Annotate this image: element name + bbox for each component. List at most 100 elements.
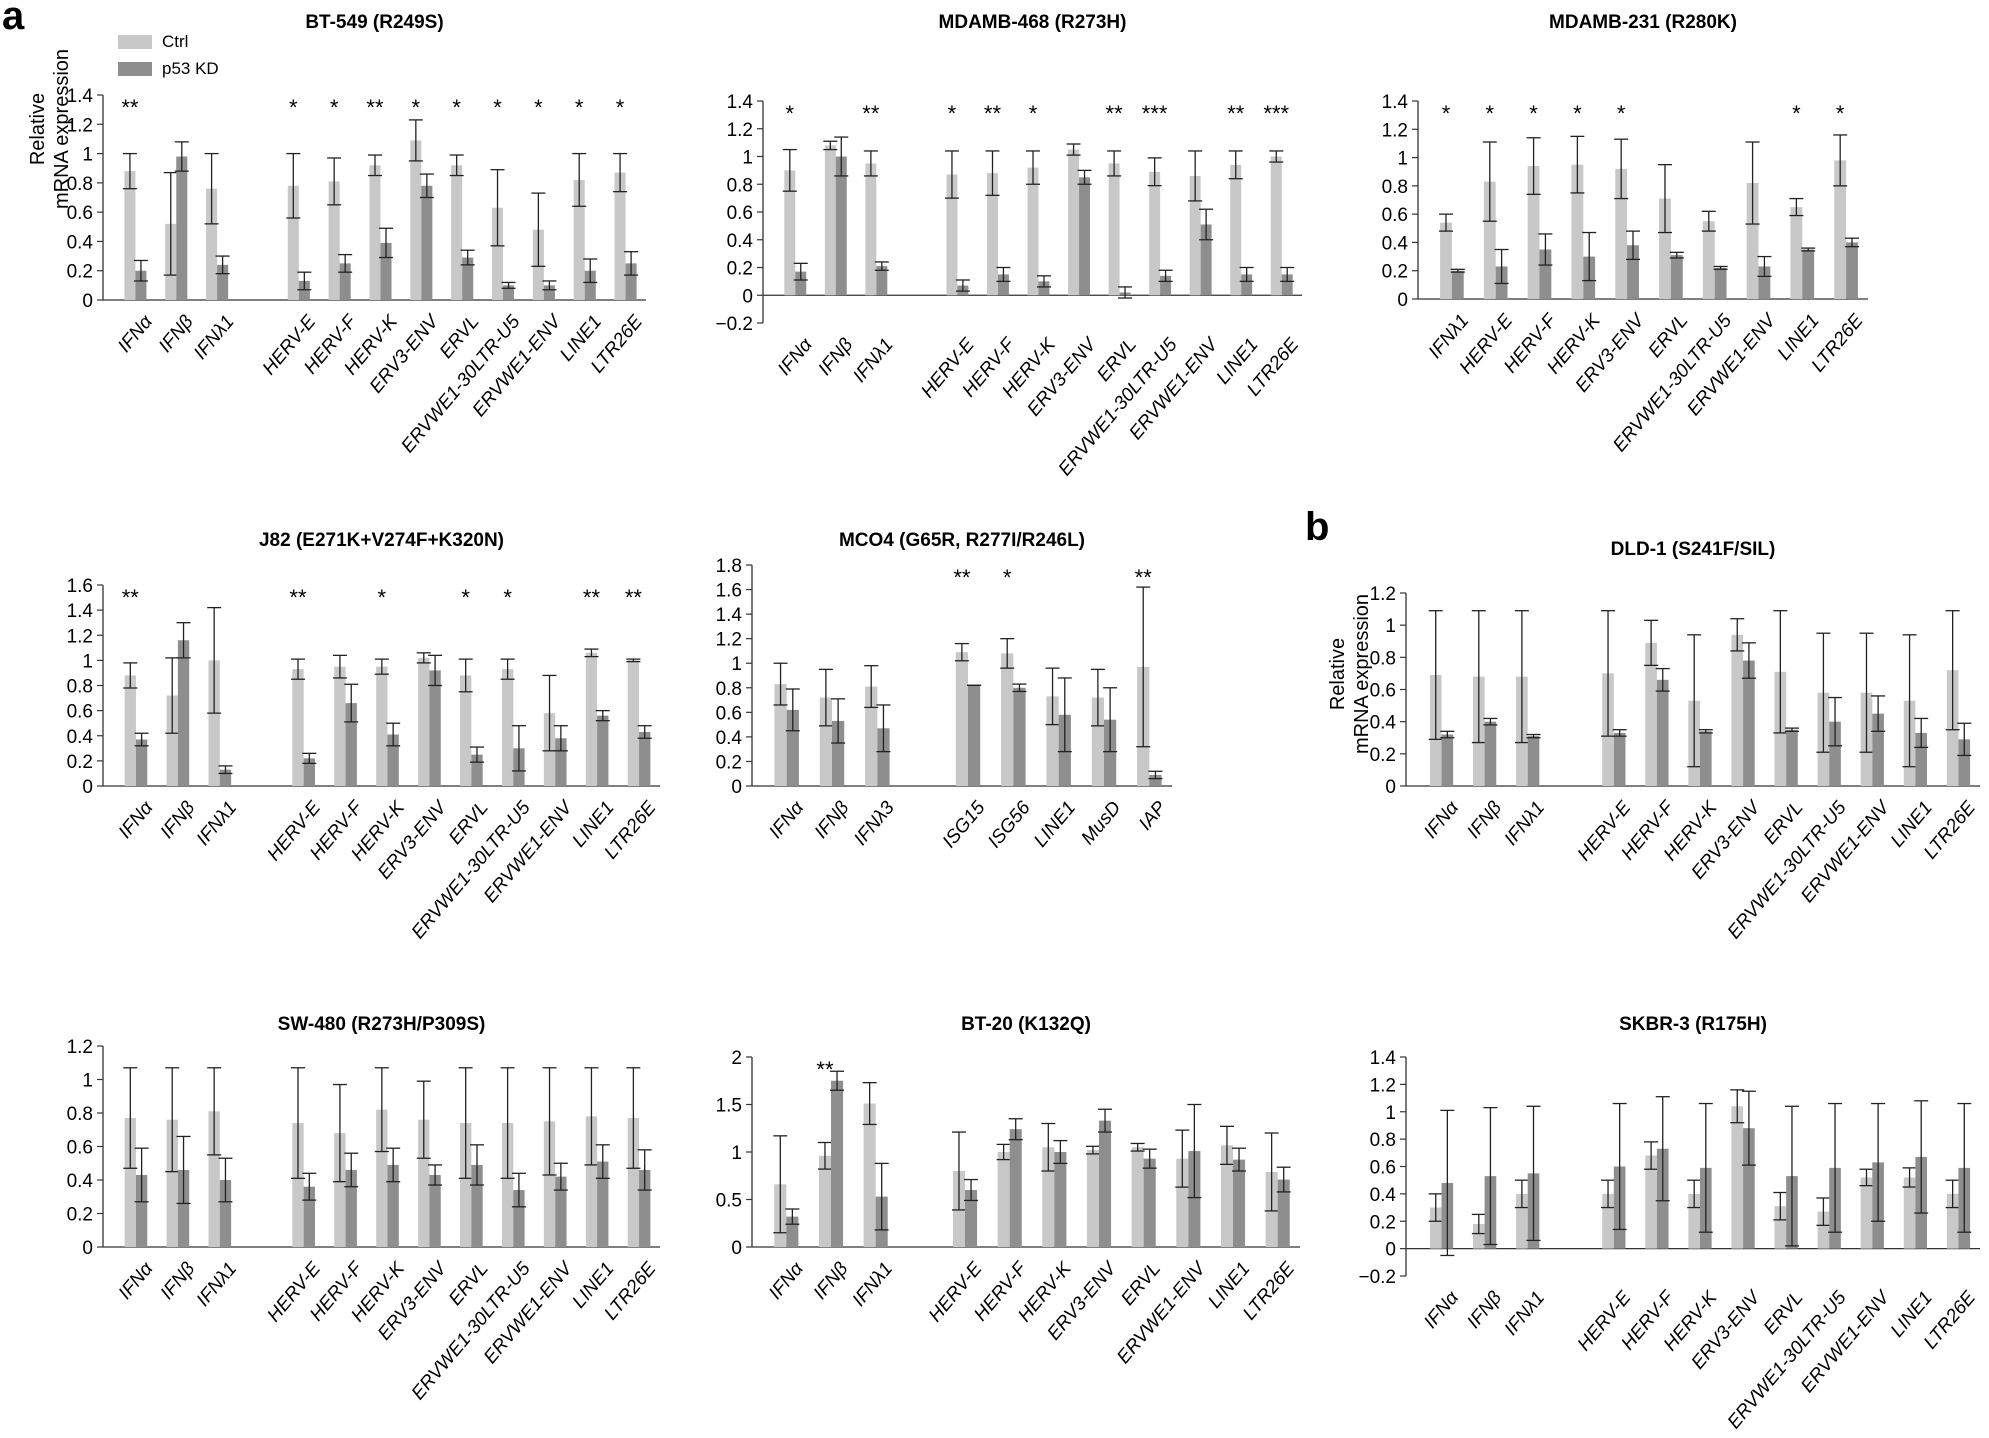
bar-p53kd-ifn <box>135 1174 148 1247</box>
y-tick-label: 1 <box>1385 1103 1396 1124</box>
legend-item-ctrl: Ctrl <box>118 28 219 55</box>
bar-p53kd-ltr26e <box>1958 739 1971 786</box>
bar-ctrl-herv-k <box>376 1109 388 1247</box>
significance-mark: * <box>1003 565 1012 590</box>
bar-ctrl-ervwe1-env <box>1860 1177 1873 1249</box>
legend-label-p53kd: p53 KD <box>162 58 219 78</box>
bar-p53kd-line1 <box>1802 249 1815 299</box>
bar-p53kd-ifn-1 <box>217 264 229 300</box>
y-tick-label: 0.6 <box>727 203 753 224</box>
y-tick-label: 0 <box>1385 1240 1396 1261</box>
chart-title: MCO4 (G65R, R277I/R246L) <box>839 530 1085 551</box>
bar-p53kd-herv-k <box>387 1164 399 1247</box>
significance-mark: * <box>786 101 795 126</box>
bar-p53kd-ifn-1 <box>1451 270 1464 299</box>
bar-p53kd-erv3-env <box>429 670 441 786</box>
bar-ctrl-line1 <box>1790 207 1803 299</box>
bar-ctrl-herv-e <box>292 669 304 786</box>
bar-ctrl-ervwe1-30ltr-u5 <box>1149 171 1161 296</box>
y-tick-label: 0.8 <box>1370 648 1396 669</box>
bar-ctrl-ervwe1-env <box>1176 1158 1189 1247</box>
bar-p53kd-erv3-env <box>421 185 433 300</box>
y-tick-label: 0.6 <box>67 702 93 723</box>
bar-ctrl-ervl <box>451 165 463 300</box>
bar-ctrl-erv3-env <box>410 140 422 300</box>
y-tick-label: 0.2 <box>67 262 93 283</box>
bar-p53kd-line1 <box>1233 1159 1246 1247</box>
chart-mdamb-231-r280k: MDAMB-231 (R280K)00.20.40.60.811.21.4 *IF… <box>1382 12 1868 456</box>
y-tick-label: 1.2 <box>716 630 742 651</box>
bar-p53kd-ervwe1-30ltr-u5 <box>1714 267 1727 299</box>
significance-mark: * <box>575 95 584 120</box>
bar-ctrl-ervl <box>460 675 472 786</box>
bar-p53kd-ifn <box>795 271 807 296</box>
y-tick-label: 1 <box>1385 616 1396 637</box>
bar-p53kd-ervwe1-env <box>555 1176 567 1247</box>
y-tick-label: 0.6 <box>67 203 93 224</box>
bar-p53kd-ervwe1-30ltr-u5 <box>1829 721 1841 786</box>
significance-mark: * <box>493 95 502 120</box>
significance-mark: * <box>378 585 387 610</box>
bar-p53kd-herv-e <box>303 758 315 786</box>
significance-mark: ** <box>122 585 140 610</box>
bar-p53kd-line1 <box>584 270 596 300</box>
bar-ctrl-ltr26e <box>1270 156 1282 296</box>
y-tick-label: 0 <box>82 777 93 798</box>
bar-ctrl-ifn <box>784 170 796 296</box>
bar-p53kd-ervl <box>1143 1158 1156 1247</box>
y-tick-label: 1.2 <box>727 120 753 141</box>
x-tick-label-ifn: IFNβ <box>811 797 854 842</box>
bar-ctrl-ervl <box>1131 1147 1144 1247</box>
y-tick-label: 2 <box>731 1048 742 1069</box>
y-tick-label: 0.8 <box>727 175 753 196</box>
bar-ctrl-erv3-env <box>1615 168 1628 299</box>
chart-mdamb-468-r273h: MDAMB-468 (R273H) −0.2 0 0.2 0.4 0.6 0.8 1 1.2 1.… <box>715 12 1303 480</box>
y-tick-label: 0.4 <box>1370 1185 1397 1206</box>
bar-ctrl-herv-f <box>1645 642 1657 786</box>
x-tick-label-iap: IAP <box>1135 797 1171 834</box>
significance-mark: * <box>1836 101 1845 126</box>
bar-p53kd-herv-f <box>1656 679 1669 786</box>
significance-mark: * <box>452 95 461 120</box>
y-tick-label: 0.6 <box>1370 681 1396 702</box>
bar-ctrl-ifn <box>1472 1223 1485 1249</box>
bar-p53kd-ifn-1 <box>219 769 232 786</box>
significance-mark: * <box>1529 101 1538 126</box>
significance-mark: * <box>616 95 625 120</box>
chart-dld-1-s241f-sil: DLD-1 (S241F/SIL) 0 0.2 0.4 0.6 0.8 1 1.2 IFNα IF… <box>1370 539 1981 943</box>
legend-item-p53kd: p53 KD <box>118 55 219 82</box>
y-tick-label: 0.8 <box>67 677 93 698</box>
bar-p53kd-herv-e <box>303 1186 315 1247</box>
y-tick-label: 1.5 <box>716 1096 742 1117</box>
bar-p53kd-iap <box>1149 774 1162 786</box>
x-tick-label-isg56: ISG56 <box>984 797 1035 852</box>
x-tick-label-ifn: IFNα <box>115 797 158 843</box>
bar-p53kd-herv-e <box>298 280 310 300</box>
bar-ctrl-herv-k <box>1042 1147 1055 1247</box>
x-tick-label-ifn-1: IFNλ1 <box>193 797 242 849</box>
y-tick-label: 0.2 <box>1382 262 1408 283</box>
bar-ctrl-herv-f <box>334 1133 346 1247</box>
significance-mark: * <box>1617 101 1626 126</box>
bar-p53kd-herv-e <box>965 1190 978 1247</box>
y-tick-label: 0.2 <box>716 752 742 773</box>
y-tick-label: 1 <box>742 148 753 169</box>
y-tick-label: −0.2 <box>1358 1267 1396 1288</box>
y-tick-label: 1.4 <box>67 86 94 107</box>
bar-p53kd-herv-k <box>380 242 392 300</box>
bar-ctrl-ervl <box>1659 198 1671 299</box>
significance-mark: ** <box>816 1057 834 1082</box>
y-tick-label: 0.2 <box>1370 1212 1396 1233</box>
x-tick-label-ifn: IFNα <box>115 1258 158 1304</box>
bar-ctrl-erv3-env <box>1068 149 1080 296</box>
y-tick-label: 0 <box>82 291 93 312</box>
bar-p53kd-line1 <box>597 715 609 786</box>
y-tick-label: 1.2 <box>1370 1075 1396 1096</box>
bar-p53kd-herv-k <box>1054 1152 1067 1247</box>
bar-ctrl-ervwe1-env <box>543 1121 556 1247</box>
bar-ctrl-herv-e <box>287 185 299 300</box>
bar-p53kd-herv-k <box>1700 731 1712 786</box>
x-tick-label-musd: MusD <box>1077 797 1125 849</box>
bar-ctrl-herv-f <box>328 181 340 300</box>
y-tick-label: 0 <box>731 777 742 798</box>
